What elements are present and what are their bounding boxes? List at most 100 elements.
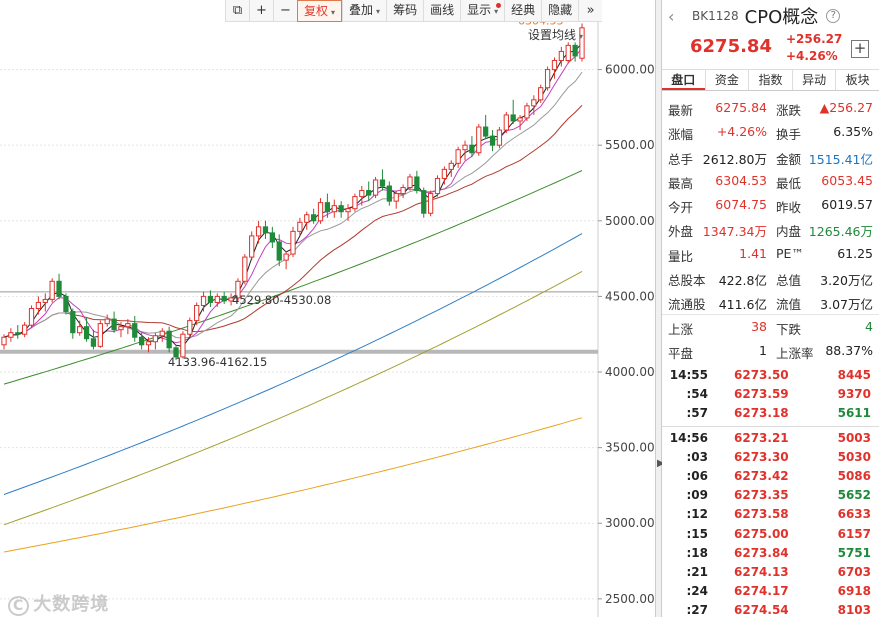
quote-header: ‹ BK1128 CPO概念 ? xyxy=(668,4,873,28)
quote-row: 最高 6304.53 最低 6053.45 xyxy=(662,169,879,193)
ma-60-line xyxy=(3,233,583,495)
quote-label: 换手 xyxy=(776,127,802,143)
quote-row: 最新 6275.84 涨跌 ▲256.27 xyxy=(662,96,879,120)
double-arrow-right-icon[interactable]: » xyxy=(578,0,602,22)
price-change-pct: +4.26% xyxy=(786,49,838,63)
tab-3[interactable]: 异动 xyxy=(791,70,836,90)
tick-row: :27 6274.54 8103 xyxy=(662,601,879,617)
quote-row: 今开 6074.75 昨收 6019.57 xyxy=(662,193,879,217)
candle-body xyxy=(441,168,448,179)
candle-body xyxy=(372,179,379,196)
quote-value: 1 xyxy=(759,342,767,358)
candle-body xyxy=(517,117,523,122)
zoom-out-button[interactable]: − xyxy=(273,0,297,22)
candle-body xyxy=(214,295,220,303)
tick-price: 6273.58 xyxy=(734,507,789,522)
candle-body xyxy=(42,298,48,303)
candle-body xyxy=(338,205,344,213)
tick-volume: 9370 xyxy=(837,387,871,402)
candle-body xyxy=(269,232,275,243)
ma-30-line xyxy=(3,170,583,385)
info-icon[interactable]: ? xyxy=(826,9,841,23)
candle-body xyxy=(145,341,152,346)
candle-body xyxy=(565,44,571,61)
overlay-button[interactable]: 叠加 ▾ xyxy=(342,0,386,22)
hide-button[interactable]: 隐藏 xyxy=(541,0,578,22)
quote-value: 38 xyxy=(751,318,767,334)
tick-volume: 5652 xyxy=(837,488,871,503)
kline-chart-pane[interactable]: 6000.00 5500.00 5000.00 4500.00 4000.00 3500.… xyxy=(0,0,655,617)
candle-body xyxy=(359,190,365,198)
zoom-in-button[interactable]: + xyxy=(249,0,273,22)
quote-value: 6275.84 xyxy=(715,100,767,115)
tick-time: :09 xyxy=(686,488,709,503)
tab-2[interactable]: 指数 xyxy=(748,70,792,90)
candle-body xyxy=(483,126,489,137)
quote-row: 总股本 422.8亿 总值 3.20万亿 xyxy=(662,266,879,290)
candle-body xyxy=(83,326,90,340)
window-icon[interactable]: ⧉ xyxy=(225,0,249,22)
collapse-arrow-icon[interactable]: ▶ xyxy=(657,458,665,469)
quote-label: 最低 xyxy=(776,175,802,191)
tick-row: :18 6273.84 5751 xyxy=(662,544,879,563)
adjust-button[interactable]: 复权 ▾ xyxy=(297,0,343,22)
draw-line-button[interactable]: 画线 xyxy=(423,0,460,22)
candle-body xyxy=(462,144,468,151)
zone-lower-band xyxy=(0,349,598,354)
candle-body xyxy=(111,318,117,331)
ma-settings-label: 设置均线 xyxy=(528,28,577,42)
add-watchlist-button[interactable]: + xyxy=(851,40,869,58)
quote-label: 下跌 xyxy=(776,321,802,337)
candle-body xyxy=(421,190,427,214)
tick-row: :15 6275.00 6157 xyxy=(662,525,879,544)
last-price: 6275.84 xyxy=(690,36,772,57)
candle-body xyxy=(166,330,172,349)
candle-body xyxy=(558,50,564,61)
ma-120-line xyxy=(3,270,583,526)
tick-row: :06 6273.42 5086 xyxy=(662,467,879,486)
classic-button[interactable]: 经典 xyxy=(504,0,541,22)
quote-value: 2612.80万 xyxy=(702,151,767,167)
tick-volume: 5611 xyxy=(837,406,871,421)
candle-body xyxy=(200,295,207,306)
chevron-down-icon: ▾ xyxy=(376,7,381,16)
kline-chart[interactable]: 6000.00 5500.00 5000.00 4500.00 4000.00 3500.… xyxy=(0,0,655,617)
candle-body xyxy=(283,253,289,261)
quote-row: 外盘 1347.34万 内盘 1265.46万 xyxy=(662,217,879,241)
quote-label: 总股本 xyxy=(668,273,706,289)
quote-value: 6053.45 xyxy=(821,172,873,188)
quote-row: 量比 1.41 PE™ 61.25 xyxy=(662,242,879,266)
watermark-logo-icon: C xyxy=(8,596,30,616)
candle-body xyxy=(228,297,234,302)
candle-body xyxy=(56,280,62,297)
divider xyxy=(662,424,879,427)
tab-1[interactable]: 资金 xyxy=(704,70,749,90)
back-arrow-icon[interactable]: ‹ xyxy=(668,6,675,26)
chevron-down-icon: ▾ xyxy=(331,8,336,17)
tick-row: 14:55 6273.50 8445 xyxy=(662,366,879,385)
candle-body xyxy=(28,308,35,326)
candle-body xyxy=(469,144,475,154)
pane-splitter[interactable]: ▶ xyxy=(655,0,665,617)
ma-settings-button[interactable]: 设置均线 ▾ xyxy=(528,26,583,43)
candle-body xyxy=(194,304,200,322)
tick-volume: 8103 xyxy=(837,603,871,617)
tick-volume: 6703 xyxy=(837,564,871,579)
index-name: CPO概念 xyxy=(744,7,819,28)
chips-button[interactable]: 筹码 xyxy=(386,0,423,22)
quote-value: 6019.57 xyxy=(821,197,873,213)
candle-body xyxy=(297,221,303,232)
tick-time: :18 xyxy=(686,545,709,560)
watermark: C 大数跨境 xyxy=(8,590,109,616)
candle-body xyxy=(138,336,145,346)
tab-4[interactable]: 板块 xyxy=(835,70,879,90)
display-button[interactable]: 显示 ▾ xyxy=(460,0,504,22)
candle-body xyxy=(118,326,124,331)
tab-0[interactable]: 盘口 xyxy=(662,70,705,90)
candle-body xyxy=(572,44,578,57)
tick-time: :12 xyxy=(686,507,709,522)
quote-value: 422.8亿 xyxy=(718,273,767,289)
quote-label: 内盘 xyxy=(776,224,802,240)
candle-body xyxy=(104,318,110,325)
